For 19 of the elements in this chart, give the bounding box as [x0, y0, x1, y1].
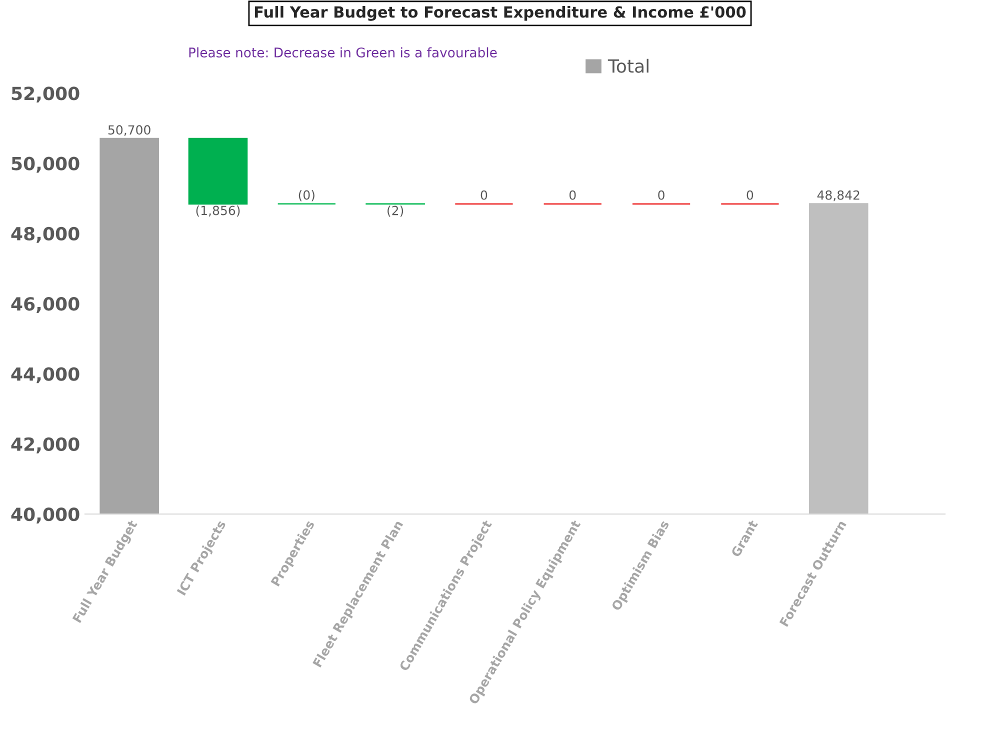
- y-tick-label: 42,000: [11, 437, 80, 454]
- y-tick-label: 50,000: [12, 156, 80, 173]
- data-label: 0: [569, 190, 576, 200]
- data-label: (1,856): [196, 206, 240, 217]
- data-label: (0): [298, 190, 314, 202]
- y-tick-label: 44,000: [11, 367, 80, 384]
- y-tick-label: 48,000: [11, 226, 80, 243]
- legend-label: Total: [608, 58, 648, 73]
- data-label: 0: [480, 190, 488, 200]
- data-label: 50,700: [108, 125, 150, 136]
- data-label: 48,842: [817, 190, 860, 202]
- data-label: (2): [388, 206, 404, 217]
- data-label: 0: [658, 190, 664, 200]
- y-tick-label: 40,000: [11, 508, 80, 524]
- chart-title: Full Year Budget to Forecast Expenditure & Income £'000: [254, 6, 746, 21]
- y-tick-label: 46,000: [11, 297, 80, 314]
- y-tick-label: 52,000: [12, 86, 80, 103]
- text: Please note: Decrease in Green is a favourable: [189, 47, 497, 58]
- data-label: 0: [746, 190, 754, 200]
